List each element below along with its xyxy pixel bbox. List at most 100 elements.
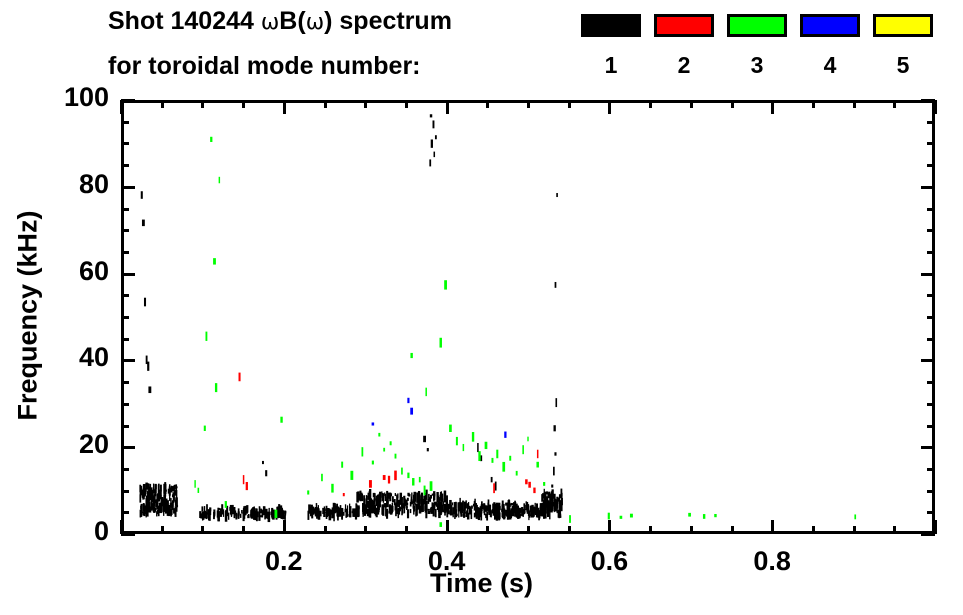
data-point: [276, 506, 279, 516]
data-point: [490, 476, 493, 483]
data-point: [146, 506, 149, 517]
data-point: [152, 493, 154, 500]
data-point: [471, 505, 473, 509]
data-point: [170, 505, 173, 508]
data-point: [409, 501, 412, 507]
data-point: [159, 504, 162, 509]
data-point: [446, 495, 448, 504]
data-point: [429, 159, 432, 167]
data-point: [547, 502, 551, 512]
data-point: [525, 501, 527, 509]
data-point: [203, 425, 206, 431]
data-point: [435, 502, 438, 507]
data-point: [527, 512, 530, 516]
data-point: [511, 511, 513, 517]
data-point: [403, 496, 405, 507]
y-axis-tick: [921, 533, 935, 536]
data-point: [553, 504, 557, 509]
data-point: [546, 496, 549, 502]
data-point: [171, 500, 174, 507]
data-point: [423, 435, 426, 443]
y-axis-tick: [121, 381, 129, 385]
data-point: [256, 511, 259, 518]
y-axis-tick: [927, 381, 935, 385]
data-point: [148, 386, 152, 394]
data-point: [544, 494, 547, 506]
data-point: [554, 505, 557, 512]
data-point: [491, 457, 494, 463]
data-point: [401, 497, 403, 507]
y-axis-tick: [927, 424, 935, 428]
data-point: [495, 509, 498, 519]
x-axis-tick: [404, 100, 408, 108]
data-point: [277, 513, 280, 519]
data-point: [389, 492, 392, 502]
x-axis-tick: [608, 520, 612, 534]
data-point: [551, 502, 554, 511]
data-point: [506, 512, 510, 520]
data-point: [437, 503, 440, 509]
data-point: [378, 432, 381, 437]
legend-label-5: 5: [896, 52, 910, 78]
data-point: [157, 495, 161, 500]
data-point: [170, 498, 172, 508]
data-point: [401, 467, 403, 475]
data-point: [539, 507, 542, 515]
data-point: [334, 505, 338, 513]
data-point: [264, 508, 268, 516]
y-axis-tick: [121, 185, 135, 189]
data-point: [424, 499, 427, 504]
x-axis-tick: [893, 526, 897, 534]
omega-symbol-2: ω: [305, 10, 325, 35]
data-point: [398, 501, 401, 507]
legend-swatch-3: [727, 14, 787, 37]
data-point: [425, 508, 428, 519]
data-point: [171, 494, 174, 498]
data-point: [369, 505, 373, 511]
x-axis-tick: [242, 526, 246, 534]
data-point: [554, 452, 557, 456]
data-point: [516, 505, 519, 514]
data-point: [407, 509, 409, 518]
data-point: [326, 510, 329, 518]
data-point: [439, 494, 442, 499]
data-point: [201, 514, 204, 519]
data-point: [152, 483, 155, 493]
data-point: [255, 508, 258, 513]
data-point: [384, 494, 387, 502]
data-point: [559, 515, 562, 518]
data-point: [485, 514, 488, 519]
data-point: [509, 455, 512, 461]
legend-swatch-1: [581, 14, 641, 37]
data-point: [551, 484, 554, 488]
data-point: [437, 496, 439, 506]
data-point: [412, 478, 415, 486]
data-point: [268, 507, 270, 513]
data-point: [140, 509, 143, 517]
data-point: [173, 508, 175, 514]
data-point: [338, 508, 342, 517]
data-point: [164, 482, 167, 492]
data-point: [331, 483, 334, 493]
data-point: [258, 506, 261, 515]
data-point: [159, 502, 162, 506]
data-point: [688, 512, 691, 517]
data-point: [307, 490, 310, 495]
x-axis-tick: [811, 526, 815, 534]
data-point: [244, 505, 247, 516]
data-point: [504, 431, 507, 438]
data-point: [158, 489, 161, 496]
data-point: [427, 499, 430, 504]
data-point: [246, 505, 249, 513]
data-point: [356, 491, 359, 503]
data-point: [539, 511, 543, 515]
data-point: [365, 506, 368, 514]
data-point: [172, 494, 175, 502]
data-point: [529, 514, 532, 517]
data-point: [348, 509, 352, 518]
data-point: [173, 491, 177, 496]
data-point: [327, 508, 330, 515]
data-point: [714, 513, 717, 518]
data-point: [436, 492, 439, 503]
data-point: [308, 504, 311, 514]
